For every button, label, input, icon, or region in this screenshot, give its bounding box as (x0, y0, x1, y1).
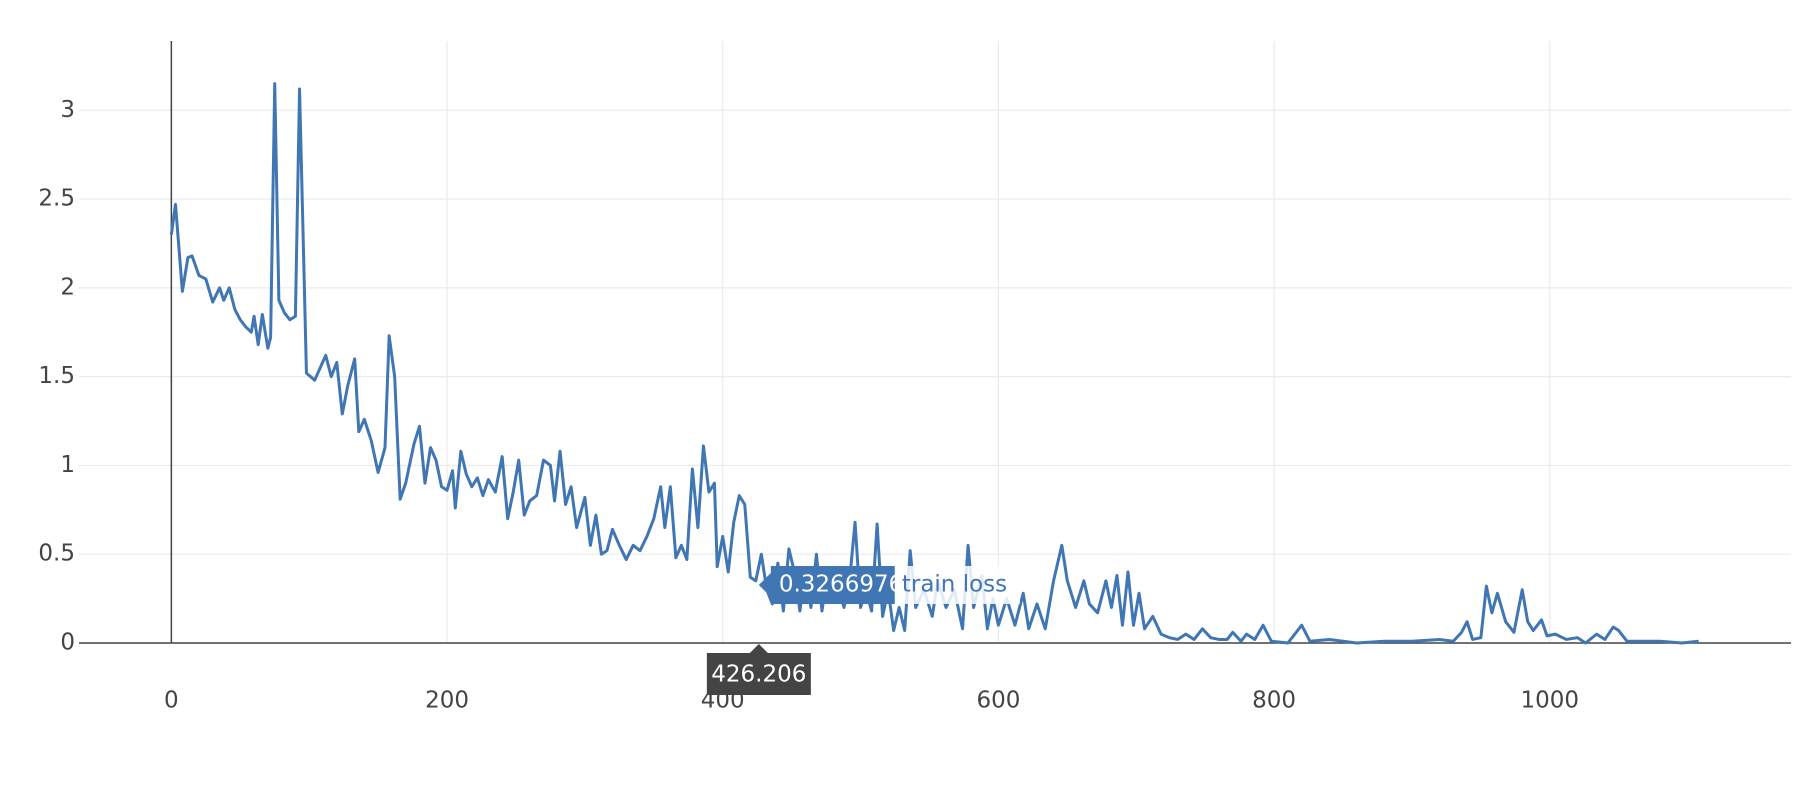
y-tick-label: 0 (60, 630, 75, 656)
hover-box (758, 565, 895, 604)
y-tick-label: 1.5 (38, 363, 75, 389)
data-line (169, 82, 1699, 645)
hover-name-bg (894, 565, 1020, 604)
y-tick-label: 0.5 (38, 541, 75, 567)
x-tick-label: 200 (425, 688, 469, 714)
hover-x-label: 426.206 (706, 644, 811, 695)
hover-x-value: 426.206 (711, 662, 806, 688)
hover-value: 0.3266976 (779, 571, 903, 597)
x-tick-label: 600 (976, 688, 1020, 714)
x-tick-label: 0 (164, 688, 179, 714)
y-tick-label: 3 (60, 97, 75, 123)
x-tick-label: 800 (1252, 688, 1296, 714)
y-tick-label: 2 (60, 274, 75, 300)
x-tick-label: 1000 (1521, 688, 1580, 714)
hover-x-box (706, 644, 811, 695)
y-tick-label: 1 (60, 452, 75, 478)
y-tick-label: 2.5 (38, 186, 75, 212)
hover-series-name: train loss (902, 571, 1007, 597)
